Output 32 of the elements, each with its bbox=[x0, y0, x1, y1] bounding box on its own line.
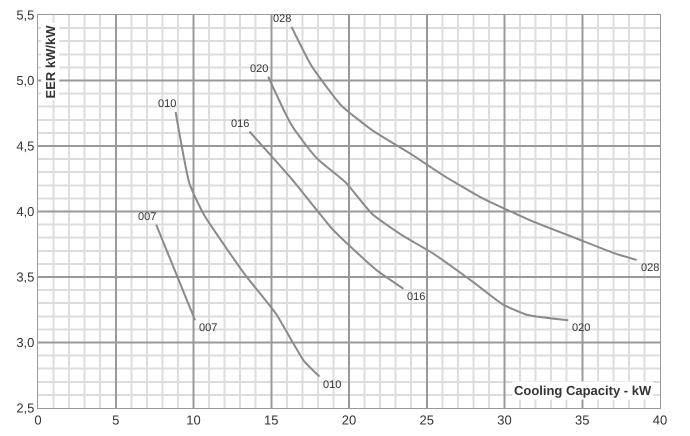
series-label: 020 bbox=[250, 63, 268, 75]
y-axis-title: EER kW/kW bbox=[42, 24, 58, 98]
series-label: 028 bbox=[273, 13, 292, 25]
y-tick-label: 3,5 bbox=[16, 270, 34, 285]
y-tick-label: 3,0 bbox=[16, 335, 34, 350]
series-label: 007 bbox=[138, 211, 156, 223]
series-label: 016 bbox=[231, 118, 250, 130]
x-tick-label: 10 bbox=[186, 412, 201, 428]
y-tick-label: 4,5 bbox=[16, 138, 34, 154]
x-axis-title: Cooling Capacity - kW bbox=[514, 383, 652, 398]
y-tick-label: 2,5 bbox=[16, 400, 34, 416]
x-tick-label: 40 bbox=[652, 412, 668, 428]
line-series bbox=[248, 130, 404, 290]
text: 020 bbox=[572, 322, 590, 334]
x-tick-label: 15 bbox=[264, 412, 278, 428]
line-series bbox=[267, 76, 570, 322]
x-tick-label: 0 bbox=[34, 412, 42, 428]
x-tick-label: 25 bbox=[420, 412, 434, 428]
line-series bbox=[174, 110, 320, 378]
y-tick-label: 5,5 bbox=[16, 8, 34, 23]
line-series bbox=[290, 26, 638, 261]
text: 007 bbox=[199, 322, 218, 334]
text: 016 bbox=[407, 291, 426, 303]
text: 028 bbox=[641, 262, 660, 274]
text: 010 bbox=[323, 379, 342, 391]
series-label: 010 bbox=[158, 98, 176, 110]
x-tick-label: 20 bbox=[342, 412, 356, 428]
x-tick-label: 35 bbox=[575, 412, 590, 428]
y-tick-label: 5,0 bbox=[16, 73, 34, 88]
y-tick-label: 4,0 bbox=[16, 204, 34, 220]
x-tick-label: 5 bbox=[112, 412, 120, 428]
x-tick-label: 30 bbox=[497, 412, 512, 428]
